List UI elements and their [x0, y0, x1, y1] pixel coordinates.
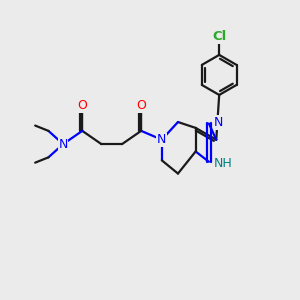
Text: N: N: [214, 116, 224, 129]
Text: N: N: [58, 138, 68, 151]
Text: Cl: Cl: [212, 30, 226, 43]
Text: NH: NH: [214, 157, 233, 170]
Text: O: O: [77, 99, 87, 112]
Text: N: N: [157, 133, 167, 146]
Text: O: O: [136, 99, 146, 112]
